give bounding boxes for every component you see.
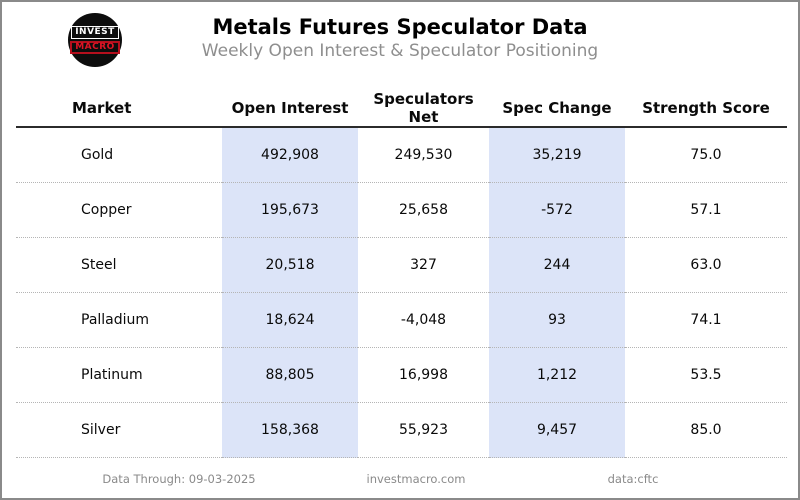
table-row: Steel 20,518 327 244 63.0 [16, 237, 787, 293]
strength-score-cell: 53.5 [625, 347, 787, 403]
market-cell: Palladium [16, 292, 222, 348]
strength-score-cell: 74.1 [625, 292, 787, 348]
table-header-row: Market Open Interest Speculators Net Spe… [16, 90, 787, 128]
strength-score-cell: 57.1 [625, 182, 787, 238]
market-cell: Steel [16, 237, 222, 293]
speculators-net-cell: 25,658 [358, 182, 489, 238]
table-row: Silver 158,368 55,923 9,457 85.0 [16, 402, 787, 458]
footer-data-source: data:cftc [607, 472, 659, 486]
column-header-speculators-net: Speculators Net [358, 90, 489, 128]
speculators-net-cell: 16,998 [358, 347, 489, 403]
open-interest-cell: 18,624 [222, 292, 358, 348]
spec-change-cell: 9,457 [489, 402, 625, 458]
footer: Data Through: 09-03-2025 investmacro.com… [2, 472, 798, 492]
table-row: Platinum 88,805 16,998 1,212 53.5 [16, 347, 787, 403]
speculators-net-cell: 249,530 [358, 127, 489, 183]
speculator-data-table: Market Open Interest Speculators Net Spe… [16, 90, 787, 458]
open-interest-cell: 492,908 [222, 127, 358, 183]
market-cell: Gold [16, 127, 222, 183]
footer-data-through: Data Through: 09-03-2025 [102, 472, 256, 486]
market-cell: Silver [16, 402, 222, 458]
strength-score-cell: 63.0 [625, 237, 787, 293]
logo-text-macro: MACRO [70, 41, 120, 54]
spec-change-cell: 244 [489, 237, 625, 293]
table-row: Gold 492,908 249,530 35,219 75.0 [16, 127, 787, 183]
strength-score-cell: 75.0 [625, 127, 787, 183]
spec-change-cell: 1,212 [489, 347, 625, 403]
page-subtitle: Weekly Open Interest & Speculator Positi… [201, 41, 599, 62]
spec-change-cell: 93 [489, 292, 625, 348]
investmacro-logo-icon: INVEST MACRO [68, 13, 122, 67]
header: Metals Futures Speculator Data Weekly Op… [2, 2, 798, 62]
speculators-net-cell: 55,923 [358, 402, 489, 458]
page-title: Metals Futures Speculator Data [212, 15, 588, 39]
column-header-strength-score: Strength Score [625, 90, 787, 128]
table-row: Palladium 18,624 -4,048 93 74.1 [16, 292, 787, 348]
spec-change-cell: -572 [489, 182, 625, 238]
speculators-net-cell: 327 [358, 237, 489, 293]
table-row: Copper 195,673 25,658 -572 57.1 [16, 182, 787, 238]
footer-website: investmacro.com [366, 472, 466, 486]
strength-score-cell: 85.0 [625, 402, 787, 458]
spec-change-cell: 35,219 [489, 127, 625, 183]
market-cell: Copper [16, 182, 222, 238]
open-interest-cell: 158,368 [222, 402, 358, 458]
column-header-market: Market [16, 90, 222, 128]
market-cell: Platinum [16, 347, 222, 403]
column-header-open-interest: Open Interest [222, 90, 358, 128]
speculators-net-cell: -4,048 [358, 292, 489, 348]
open-interest-cell: 195,673 [222, 182, 358, 238]
open-interest-cell: 20,518 [222, 237, 358, 293]
open-interest-cell: 88,805 [222, 347, 358, 403]
column-header-spec-change: Spec Change [489, 90, 625, 128]
logo-text-invest: INVEST [71, 26, 119, 39]
